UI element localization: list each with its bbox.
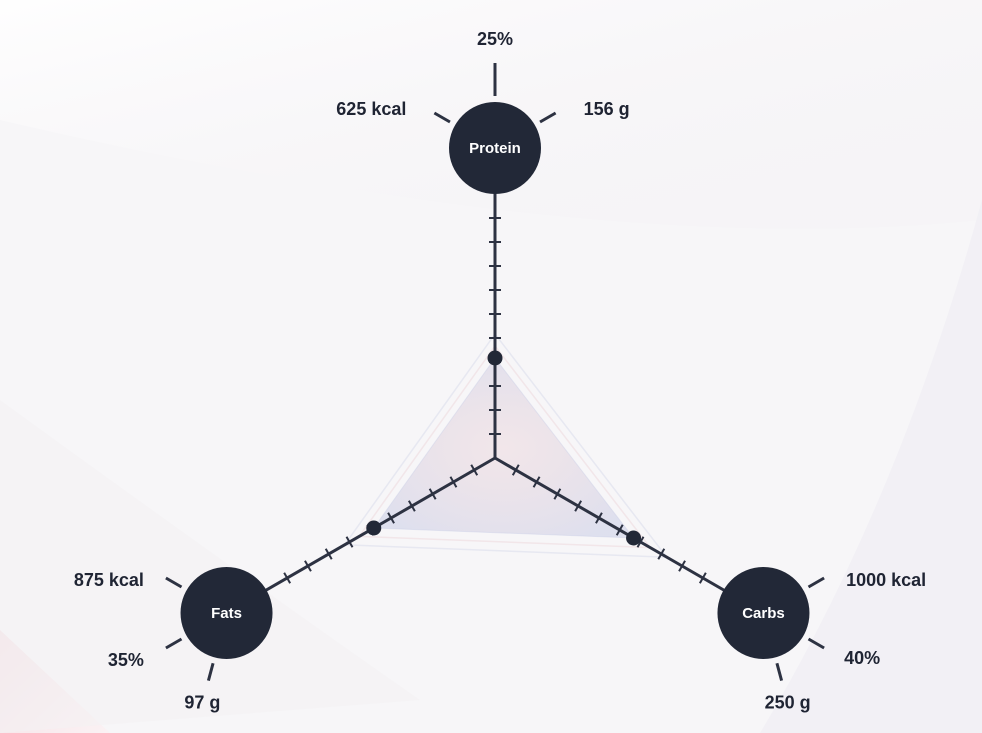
connector-grams bbox=[775, 662, 784, 682]
data-point-fats bbox=[366, 520, 382, 536]
axis-tick bbox=[304, 560, 312, 572]
fats-name-label: Fats bbox=[211, 605, 242, 622]
connector-kcal bbox=[165, 576, 183, 589]
axis-tick bbox=[407, 500, 416, 512]
axis-tick bbox=[698, 572, 707, 584]
protein-kcal-label: 625 kcal bbox=[336, 99, 406, 119]
data-area-halo bbox=[343, 332, 669, 559]
node-carbs: 1000 kcal 40% 250 g Carbs bbox=[717, 567, 926, 713]
node-circle bbox=[449, 102, 541, 194]
protein-percent-label: 25% bbox=[477, 29, 513, 49]
axis-tick bbox=[657, 548, 666, 560]
connector-grams bbox=[206, 662, 215, 682]
macro-nodes: 25% 625 kcal 156 g Protein 1000 kcal 40% 250 g… bbox=[74, 29, 926, 713]
connector-percent bbox=[165, 637, 183, 650]
axis-tick bbox=[470, 464, 479, 476]
data-area-halo bbox=[357, 344, 652, 549]
data-area-polygon bbox=[372, 357, 635, 539]
axis-tick bbox=[532, 476, 541, 488]
axis-tick bbox=[428, 488, 437, 500]
axes bbox=[225, 148, 765, 615]
fats-kcal-label: 875 kcal bbox=[74, 570, 144, 590]
node-fats: 875 kcal 35% 97 g Fats bbox=[74, 567, 273, 713]
node-circle bbox=[717, 567, 810, 659]
axis-tick bbox=[387, 512, 395, 524]
axis-tick bbox=[283, 572, 292, 584]
axis-line-fats bbox=[225, 456, 496, 615]
connector-kcal bbox=[433, 111, 451, 124]
carbs-grams-label: 250 g bbox=[765, 693, 811, 713]
connector-percent bbox=[807, 637, 825, 650]
axis-tick bbox=[345, 536, 354, 548]
protein-grams-label: 156 g bbox=[584, 99, 630, 119]
axis-tick bbox=[636, 536, 645, 548]
axis-tick bbox=[678, 560, 686, 572]
fats-percent-label: 35% bbox=[108, 650, 144, 670]
axis-tick bbox=[511, 464, 520, 476]
carbs-kcal-label: 1000 kcal bbox=[846, 570, 926, 590]
carbs-name-label: Carbs bbox=[742, 605, 785, 622]
connector-kcal bbox=[807, 576, 825, 589]
axis-tick bbox=[595, 512, 603, 524]
axis-tick bbox=[324, 548, 333, 560]
fats-grams-label: 97 g bbox=[184, 693, 220, 713]
protein-name-label: Protein bbox=[469, 140, 521, 157]
axis-tick bbox=[574, 500, 583, 512]
node-protein: 25% 625 kcal 156 g Protein bbox=[336, 29, 630, 194]
axis-tick bbox=[615, 524, 624, 536]
carbs-percent-label: 40% bbox=[844, 648, 880, 668]
connector-grams bbox=[539, 111, 557, 124]
data-point-carbs bbox=[626, 530, 642, 546]
data-point-protein bbox=[487, 350, 503, 366]
node-circle bbox=[180, 567, 273, 659]
axis-tick bbox=[449, 476, 458, 488]
axis-tick bbox=[553, 488, 562, 500]
data-points bbox=[366, 350, 642, 546]
data-area bbox=[343, 332, 669, 559]
